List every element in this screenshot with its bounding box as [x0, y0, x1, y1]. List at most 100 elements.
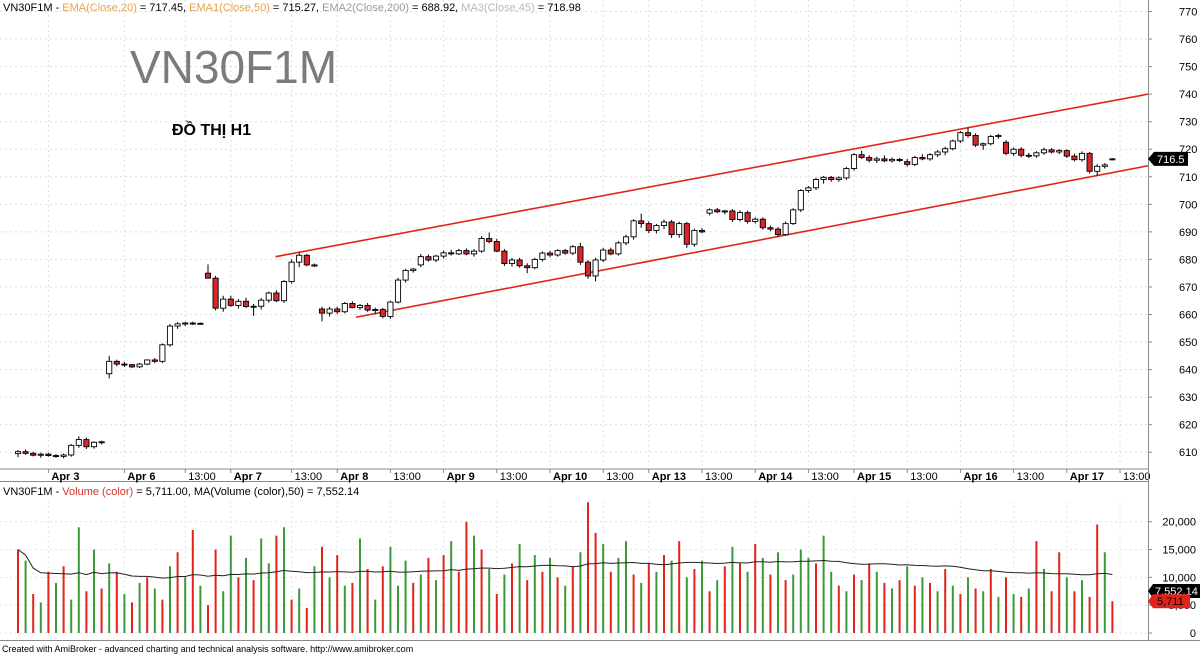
candle-body — [311, 264, 318, 267]
price-legend-part: = 718.98 — [535, 2, 581, 14]
candle-body — [60, 454, 67, 457]
candle-body — [68, 444, 75, 456]
candle-body — [425, 256, 432, 261]
candle-body — [349, 303, 356, 309]
price-tick-label: 660 — [1179, 310, 1197, 322]
candle-body — [235, 300, 242, 306]
candle-body — [227, 298, 234, 306]
volume-value-markers: 7,552.145,711 — [1148, 583, 1200, 609]
candle-body — [508, 259, 516, 264]
candle-body — [1094, 165, 1101, 172]
candle-body — [303, 254, 310, 266]
candle-body — [22, 451, 29, 454]
volume-current-box — [1148, 594, 1190, 609]
volume-tick-label: 0 — [1190, 628, 1196, 640]
candle-body — [204, 272, 212, 279]
candle-body — [972, 135, 979, 146]
chart-subtitle: ĐỒ THỊ H1 — [172, 120, 251, 139]
candle-body — [1071, 155, 1078, 161]
x-tick-label: 13:00 — [705, 471, 733, 483]
footer-credit: Created with AmiBroker - advanced charti… — [2, 644, 413, 654]
candle-body — [478, 238, 485, 252]
candle-body — [828, 176, 835, 180]
candle-body — [600, 249, 607, 261]
candle-body — [835, 177, 842, 180]
candle-body — [577, 246, 584, 263]
candle-body — [569, 246, 576, 254]
x-tick-label: Apr 16 — [963, 471, 997, 483]
x-tick-label: Apr 17 — [1070, 471, 1104, 483]
candle-body — [691, 230, 698, 245]
candle-body — [52, 455, 60, 457]
x-tick-label: 13:00 — [295, 471, 323, 483]
candles — [14, 127, 1116, 459]
candle-body — [212, 277, 219, 309]
candle-body — [136, 363, 143, 368]
candle-body — [546, 252, 554, 256]
candle-body — [668, 221, 675, 236]
candle-body — [440, 252, 447, 257]
candle-body — [1010, 148, 1017, 154]
volume-legend-part: = 5,711.00, MA(Volume (color),50) = 7,55… — [133, 486, 359, 498]
x-tick-label: 13:00 — [910, 471, 938, 483]
x-tick-label: Apr 13 — [652, 471, 686, 483]
price-tick-label: 680 — [1179, 254, 1197, 266]
candle-body — [402, 269, 409, 281]
candle-body — [45, 453, 52, 456]
candle-body — [926, 154, 934, 160]
x-tick-label: Apr 7 — [234, 471, 262, 483]
candle-body — [980, 143, 987, 146]
price-legend: VN30F1M - EMA(Close,20) = 717.45, EMA1(C… — [3, 2, 581, 14]
candle-body — [698, 230, 706, 233]
candle-body — [448, 252, 455, 255]
candle-body — [265, 292, 272, 301]
candle-body — [653, 225, 660, 231]
candle-body — [189, 322, 196, 325]
candle-body — [805, 187, 812, 192]
volume-current-label: 5,711 — [1157, 596, 1184, 608]
price-tick-label: 730 — [1179, 117, 1197, 129]
candle-body — [98, 441, 105, 444]
candle-body — [873, 158, 880, 161]
price-tick-label: 610 — [1179, 447, 1197, 459]
candle-body — [90, 441, 98, 448]
candle-body — [1056, 150, 1063, 153]
candle-body — [1063, 150, 1070, 157]
candle-body — [394, 279, 402, 303]
candle-body — [843, 168, 850, 179]
candle-body — [888, 158, 896, 162]
x-tick-label: Apr 3 — [51, 471, 79, 483]
volume-ma-line — [17, 549, 1113, 579]
candle-body — [159, 344, 166, 362]
price-tick-label: 760 — [1179, 34, 1197, 46]
candle-body — [372, 309, 379, 311]
candle-body — [341, 303, 348, 313]
x-tick-label: Apr 6 — [127, 471, 155, 483]
candle-body — [432, 255, 440, 261]
volume-tick-label: 10,000 — [1162, 572, 1196, 584]
price-legend-part: MA3(Close,45) — [461, 2, 534, 14]
candle-body — [714, 209, 721, 213]
candle-body — [615, 242, 622, 255]
candle-body — [182, 322, 189, 325]
candle-body — [630, 220, 637, 238]
candle-body — [812, 179, 820, 189]
candle-body — [934, 151, 941, 156]
candle-body — [1025, 154, 1032, 157]
candle-body — [197, 322, 204, 325]
candle-body — [379, 309, 386, 317]
candle-body — [820, 176, 827, 180]
candle-body — [75, 439, 82, 446]
candle-body — [1101, 164, 1108, 167]
candle-body — [554, 250, 561, 256]
x-tick-label: Apr 9 — [447, 471, 475, 483]
price-legend-part: = 688.92, — [409, 2, 461, 14]
candle-body — [334, 308, 341, 313]
candle-body — [524, 265, 531, 269]
candle-body — [904, 161, 911, 165]
candle-body — [790, 209, 797, 225]
last-price-marker: 716.5 — [1148, 151, 1188, 166]
candle-body — [144, 359, 151, 365]
candle-body — [516, 259, 523, 267]
candle-body — [1033, 152, 1040, 157]
